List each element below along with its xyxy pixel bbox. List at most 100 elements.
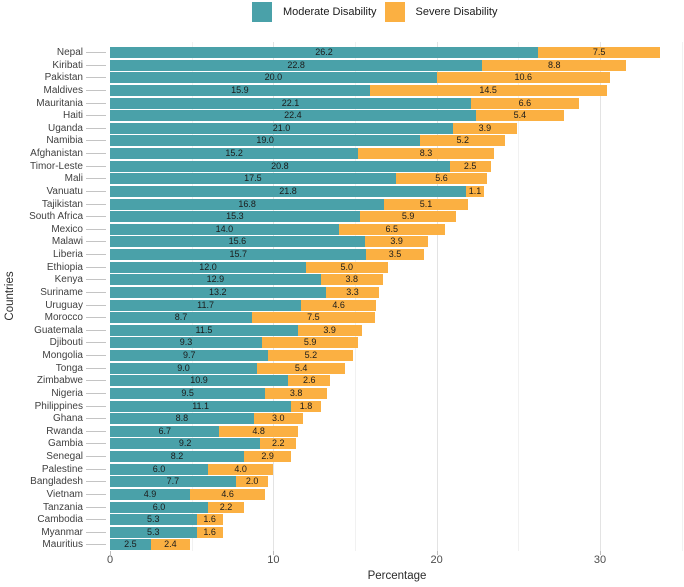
bar-row: 9.7 5.2 bbox=[110, 350, 354, 361]
bar-segment-severe: 5.4 bbox=[256, 362, 346, 374]
bar-value-label: 2.0 bbox=[245, 476, 259, 487]
bar-value-label: 7.5 bbox=[592, 47, 606, 57]
y-axis-tick bbox=[86, 506, 106, 508]
bar-segment-severe: 2.2 bbox=[207, 501, 244, 513]
country-label: Afghanistan bbox=[30, 148, 83, 159]
bar-segment-severe: 2.2 bbox=[260, 438, 297, 450]
bar-row: 9.5 3.8 bbox=[110, 387, 328, 399]
bar-row: 17.5 5.6 bbox=[110, 173, 488, 185]
x-axis-tick bbox=[110, 551, 111, 555]
bar-segment-moderate: 6.7 bbox=[110, 425, 220, 437]
bar-segment-moderate: 9.5 bbox=[110, 387, 266, 399]
bar-segment-severe: 4.8 bbox=[219, 425, 298, 437]
minor-gridline bbox=[518, 42, 520, 551]
bar-segment-moderate: 15.7 bbox=[110, 249, 367, 260]
y-axis-tick bbox=[86, 203, 106, 205]
bar-value-label: 3.9 bbox=[323, 324, 336, 335]
bar-segment-severe: 5.9 bbox=[359, 211, 457, 223]
country-label: Djibouti bbox=[49, 337, 83, 349]
bar-value-label: 4.9 bbox=[143, 488, 157, 499]
bar-value-label: 4.8 bbox=[252, 425, 265, 436]
y-axis-tick bbox=[86, 418, 106, 420]
bar-row: 9.0 5.4 bbox=[110, 362, 346, 374]
bar-value-label: 4.6 bbox=[221, 488, 234, 499]
country-label: Haiti bbox=[62, 110, 83, 122]
bar-value-label: 12.0 bbox=[199, 261, 217, 272]
bar-segment-severe: 3.3 bbox=[325, 286, 380, 298]
legend-item-severe: Severe Disability bbox=[384, 2, 497, 22]
country-label: Suriname bbox=[40, 286, 83, 298]
bar-segment-moderate: 21.0 bbox=[110, 122, 453, 134]
legend: Moderate Disability Severe Disability bbox=[252, 1, 505, 23]
y-axis-tick bbox=[86, 77, 106, 79]
legend-item-moderate: Moderate Disability bbox=[252, 2, 377, 22]
x-tick-label: 30 bbox=[593, 554, 607, 566]
country-label: Mauritania bbox=[36, 97, 83, 109]
bar-value-label: 21.0 bbox=[272, 122, 291, 133]
bar-segment-moderate: 22.8 bbox=[110, 59, 483, 71]
bar-value-label: 11.5 bbox=[195, 324, 213, 335]
country-label: Tajikistan bbox=[41, 198, 83, 210]
y-axis-tick bbox=[86, 380, 106, 382]
bar-row: 22.4 5.4 bbox=[110, 110, 565, 122]
country-label: Mongolia bbox=[42, 350, 83, 361]
bar-value-label: 9.5 bbox=[181, 387, 194, 398]
bar-segment-severe: 5.4 bbox=[475, 110, 565, 122]
country-label: Palestine bbox=[41, 463, 83, 475]
bar-segment-moderate: 8.7 bbox=[110, 312, 253, 324]
bar-value-label: 5.9 bbox=[401, 211, 415, 222]
bar-value-label: 11.7 bbox=[197, 299, 214, 310]
bar-segment-moderate: 5.3 bbox=[110, 526, 197, 538]
bar-value-label: 21.8 bbox=[279, 185, 297, 196]
bar-row: 11.1 1.8 bbox=[110, 400, 321, 412]
major-gridline bbox=[436, 42, 438, 551]
bar-segment-moderate: 22.1 bbox=[110, 97, 471, 109]
bar-segment-moderate: 13.2 bbox=[110, 286, 326, 298]
bar-segment-severe: 5.2 bbox=[420, 135, 506, 147]
y-axis-tick bbox=[86, 241, 106, 243]
country-label: Liberia bbox=[52, 249, 83, 260]
bar-value-label: 19.0 bbox=[256, 135, 274, 146]
bar-segment-moderate: 15.6 bbox=[110, 236, 365, 248]
y-axis-tick bbox=[86, 254, 106, 255]
y-axis-tick bbox=[86, 190, 106, 192]
bar-segment-moderate: 9.2 bbox=[110, 438, 261, 450]
bar-row: 15.7 3.5 bbox=[110, 249, 424, 260]
bar-value-label: 10.6 bbox=[514, 72, 532, 83]
bar-segment-moderate: 15.3 bbox=[110, 211, 360, 223]
bar-row: 7.7 2.0 bbox=[110, 476, 269, 488]
y-axis-tick bbox=[86, 329, 106, 331]
bar-segment-moderate: 17.5 bbox=[110, 173, 396, 185]
y-axis-tick bbox=[86, 456, 106, 457]
country-label: Kenya bbox=[54, 274, 83, 286]
bar-value-label: 15.9 bbox=[231, 84, 249, 95]
bar-value-label: 17.5 bbox=[244, 173, 262, 184]
bar-value-label: 11.1 bbox=[192, 400, 210, 411]
legend-label-moderate: Moderate Disability bbox=[283, 6, 377, 18]
bar-value-label: 3.9 bbox=[478, 122, 492, 133]
y-axis-tick bbox=[86, 304, 106, 306]
bar-value-label: 4.6 bbox=[332, 299, 345, 310]
bar-value-label: 20.8 bbox=[271, 160, 289, 171]
bar-value-label: 2.6 bbox=[302, 375, 316, 386]
bar-row: 22.8 8.8 bbox=[110, 59, 627, 71]
country-label: Nepal bbox=[56, 47, 83, 58]
bar-row: 8.2 2.9 bbox=[110, 451, 292, 462]
country-label: South Africa bbox=[29, 211, 83, 223]
bar-row: 4.9 4.6 bbox=[110, 488, 266, 500]
y-axis-tick bbox=[86, 468, 106, 470]
bar-row: 13.2 3.3 bbox=[110, 286, 380, 298]
bar-value-label: 3.0 bbox=[271, 413, 285, 424]
bar-row: 2.5 2.4 bbox=[110, 539, 191, 551]
y-axis-tick bbox=[86, 266, 106, 268]
bar-segment-moderate: 21.8 bbox=[110, 185, 467, 197]
country-label: Ghana bbox=[52, 413, 83, 425]
x-axis-tick bbox=[273, 551, 275, 555]
country-label: Tonga bbox=[55, 362, 83, 374]
bar-segment-severe: 2.0 bbox=[235, 476, 269, 488]
x-tick-label: 20 bbox=[430, 554, 443, 566]
bar-value-label: 15.3 bbox=[226, 211, 244, 222]
country-label: Cambodia bbox=[37, 514, 83, 526]
bar-segment-moderate: 20.0 bbox=[110, 72, 437, 84]
bar-value-label: 2.2 bbox=[271, 438, 285, 449]
